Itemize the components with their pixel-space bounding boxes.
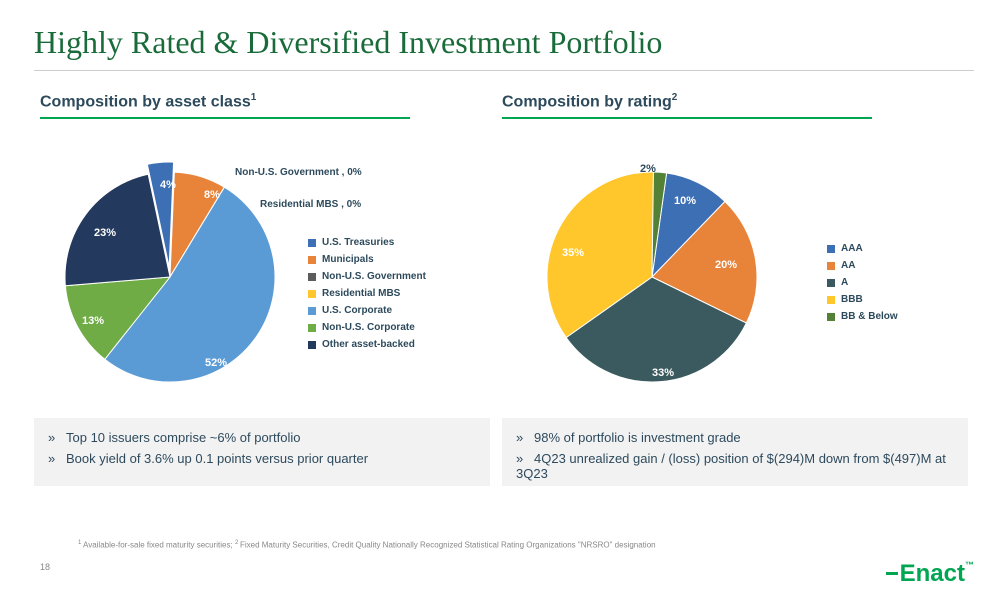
slice-label: 2%	[640, 163, 656, 175]
legend-item: Residential MBS	[308, 288, 426, 299]
footnote: 1 Available-for-sale fixed maturity secu…	[78, 540, 656, 550]
legend-square	[308, 341, 316, 349]
bullet-arrow-icon: »	[516, 430, 534, 445]
legend-label: BBB	[841, 294, 863, 305]
legend-item: Other asset-backed	[308, 339, 426, 350]
section-asset-class: Composition by asset class1 U.S. Treasur…	[40, 92, 480, 407]
legend-label: U.S. Corporate	[322, 305, 392, 316]
slice-label: 33%	[652, 367, 674, 379]
subtitle-rating: Composition by rating2	[502, 92, 968, 111]
slice-label: 13%	[82, 315, 104, 327]
slice-label: 20%	[715, 259, 737, 271]
subtitle-sup: 2	[672, 92, 678, 103]
legend-label: Municipals	[322, 254, 374, 265]
bullet-line: »Book yield of 3.6% up 0.1 points versus…	[48, 451, 476, 466]
bullet-line: »Top 10 issuers comprise ~6% of portfoli…	[48, 430, 476, 445]
subtitle-text: Composition by rating	[502, 93, 672, 110]
bullet-line: »4Q23 unrealized gain / (loss) position …	[516, 451, 954, 481]
legend-item: Non-U.S. Government	[308, 271, 426, 282]
legend-label: Non-U.S. Government	[322, 271, 426, 282]
legend-rating: AAAAAABBBBB & Below	[827, 243, 898, 328]
callout: Non-U.S. Government , 0%	[235, 167, 362, 178]
legend-item: Non-U.S. Corporate	[308, 322, 426, 333]
legend-item: AAA	[827, 243, 898, 254]
slice-label: 23%	[94, 227, 116, 239]
chart-area-right: AAAAAABBBBB & Below 2%10%20%33%35%	[502, 127, 968, 407]
subtitle-text: Composition by asset class	[40, 93, 251, 110]
legend-square	[308, 256, 316, 264]
bullet-line: »98% of portfolio is investment grade	[516, 430, 954, 445]
legend-square	[308, 307, 316, 315]
subtitle-underline	[40, 117, 410, 119]
bullet-text: 4Q23 unrealized gain / (loss) position o…	[516, 451, 946, 481]
logo-rest: nact	[916, 560, 965, 587]
legend-item: Municipals	[308, 254, 426, 265]
legend-square	[308, 239, 316, 247]
legend-label: AA	[841, 260, 855, 271]
bullet-text: Book yield of 3.6% up 0.1 points versus …	[66, 451, 368, 466]
legend-item: U.S. Corporate	[308, 305, 426, 316]
subtitle-sup: 1	[251, 92, 257, 103]
legend-square	[827, 296, 835, 304]
legend-item: A	[827, 277, 898, 288]
legend-square	[827, 262, 835, 270]
page-number: 18	[40, 562, 50, 572]
legend-label: BB & Below	[841, 311, 898, 322]
callout: Residential MBS , 0%	[260, 199, 361, 210]
chart-area-left: U.S. Treasuries Municipals Non-U.S. Govern…	[40, 127, 480, 407]
bullets-rating: »98% of portfolio is investment grade»4Q…	[502, 418, 968, 486]
legend-label: Residential MBS	[322, 288, 400, 299]
legend-item: U.S. Treasuries	[308, 237, 426, 248]
legend-label: Non-U.S. Corporate	[322, 322, 415, 333]
title-underline	[34, 70, 974, 71]
legend-square	[827, 313, 835, 321]
enact-logo: Enact™	[900, 560, 974, 588]
footnote-text2: Fixed Maturity Securities, Credit Qualit…	[240, 541, 656, 550]
legend-square	[308, 273, 316, 281]
legend-label: AAA	[841, 243, 863, 254]
legend-label: U.S. Treasuries	[322, 237, 394, 248]
legend-label: Other asset-backed	[322, 339, 415, 350]
bullet-text: Top 10 issuers comprise ~6% of portfolio	[66, 430, 300, 445]
legend-asset-class: U.S. Treasuries Municipals Non-U.S. Govern…	[308, 237, 426, 356]
section-rating: Composition by rating2 AAAAAABBBBB & Bel…	[502, 92, 968, 407]
slice-label: 52%	[205, 357, 227, 369]
slice-label: 4%	[160, 179, 176, 191]
bullet-arrow-icon: »	[48, 451, 66, 466]
legend-square	[827, 245, 835, 253]
slice-label: 8%	[204, 189, 220, 201]
bullets-asset-class: »Top 10 issuers comprise ~6% of portfoli…	[34, 418, 490, 486]
bullet-arrow-icon: »	[516, 451, 534, 466]
slice-label: 10%	[674, 195, 696, 207]
legend-item: BBB	[827, 294, 898, 305]
legend-label: A	[841, 277, 848, 288]
legend-item: BB & Below	[827, 311, 898, 322]
page-title: Highly Rated & Diversified Investment Po…	[34, 24, 662, 61]
footnote-text1: Available-for-sale fixed maturity securi…	[83, 541, 235, 550]
legend-square	[308, 290, 316, 298]
bullet-text: 98% of portfolio is investment grade	[534, 430, 741, 445]
legend-item: AA	[827, 260, 898, 271]
legend-square	[308, 324, 316, 332]
legend-square	[827, 279, 835, 287]
subtitle-underline	[502, 117, 872, 119]
slice-label: 35%	[562, 247, 584, 259]
bullet-arrow-icon: »	[48, 430, 66, 445]
subtitle-asset-class: Composition by asset class1	[40, 92, 480, 111]
